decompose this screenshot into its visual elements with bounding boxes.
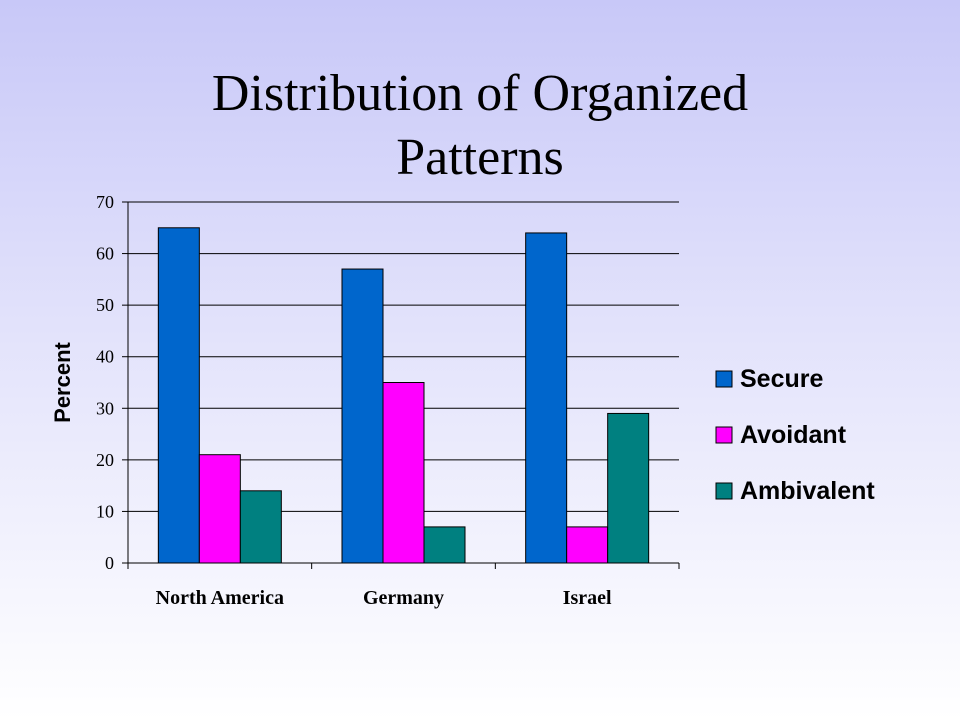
legend-label-avoidant: Avoidant — [740, 421, 847, 449]
legend-swatch-secure — [715, 370, 733, 388]
x-tick-labels: North America Germany Israel — [156, 587, 612, 609]
legend-label-secure: Secure — [740, 365, 823, 393]
bar-secure-israel — [525, 232, 568, 564]
y-tick-label: 30 — [96, 398, 114, 418]
y-tick-label: 0 — [105, 553, 114, 573]
y-tick-label: 70 — [96, 192, 114, 212]
slide-title: Distribution of Organized Patterns — [0, 62, 960, 190]
legend-swatch-avoidant — [715, 426, 733, 444]
y-tick-label: 20 — [96, 450, 114, 470]
legend: Secure Avoidant Ambivalent — [715, 365, 875, 505]
bar-ambivalent-north-america — [239, 490, 282, 564]
bar-ambivalent-israel — [607, 412, 650, 564]
x-tick-label: North America — [156, 587, 284, 609]
bar-avoidant-germany — [382, 382, 425, 564]
y-tick-labels: 0 10 20 30 40 50 60 70 — [96, 192, 114, 573]
title-line-1: Distribution of Organized — [211, 65, 749, 122]
y-tick-label: 40 — [96, 347, 114, 367]
bar-avoidant-israel — [566, 526, 609, 564]
y-tick-label: 10 — [96, 501, 114, 521]
y-tick-label: 50 — [96, 295, 114, 315]
x-tick-label: Germany — [363, 587, 444, 609]
legend-label-ambivalent: Ambivalent — [740, 477, 875, 505]
bar-avoidant-north-america — [198, 454, 241, 564]
y-axis-title: Percent — [50, 341, 75, 422]
x-tick-label: Israel — [563, 587, 612, 609]
bar-ambivalent-germany — [423, 526, 466, 564]
title-line-2: Patterns — [396, 129, 564, 186]
y-tick-label: 60 — [96, 244, 114, 264]
bars — [157, 227, 650, 564]
axes — [122, 201, 680, 569]
bar-secure-north-america — [157, 227, 200, 564]
bar-secure-germany — [341, 268, 384, 564]
legend-swatch-ambivalent — [715, 482, 733, 500]
